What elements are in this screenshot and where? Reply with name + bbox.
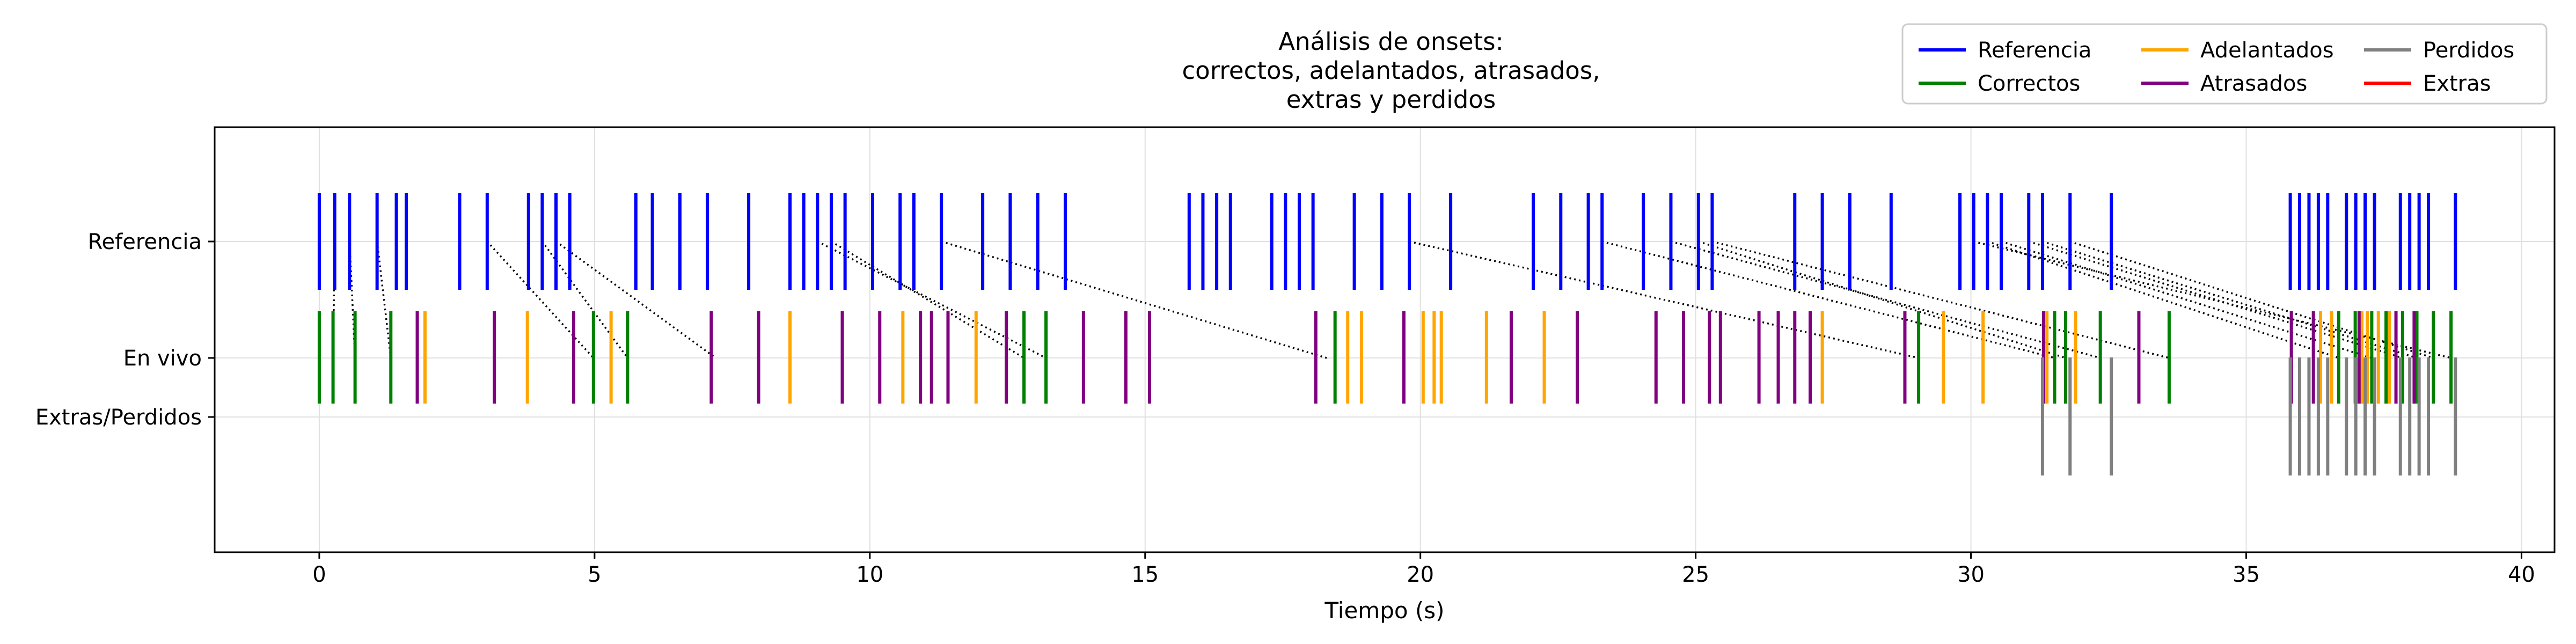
x-axis: 0 5 10 15 20 25 30 35 40: [312, 552, 2535, 587]
match-link: [2001, 240, 2372, 359]
match-link: [1711, 240, 2170, 359]
match-link: [941, 240, 1327, 359]
match-link: [1671, 240, 2101, 359]
plot-frame: [214, 126, 2556, 553]
x-axis-label: Tiempo (s): [1324, 597, 1444, 624]
y-axis: Referencia En vivo Extras/Perdidos: [35, 230, 215, 430]
match-link: [486, 240, 595, 359]
match-link: [2069, 240, 2434, 359]
x-tick-label: 0: [312, 562, 326, 587]
legend-label: Adelantados: [2200, 38, 2334, 63]
title-line: extras y perdidos: [1286, 85, 1496, 114]
x-tick-label: 40: [2508, 562, 2535, 587]
match-link: [1601, 240, 2055, 359]
match-link: [1698, 240, 2066, 359]
match-link: [376, 241, 392, 358]
title-line: Análisis de onsets:: [1278, 27, 1504, 56]
grid: [215, 127, 2555, 552]
match-link: [555, 240, 716, 359]
y-tick-label: En vivo: [123, 346, 202, 371]
match-link: [1409, 240, 1919, 359]
x-tick-label: 35: [2233, 562, 2260, 587]
x-tick-label: 15: [1131, 562, 1159, 587]
x-tick-label: 10: [856, 562, 883, 587]
match-link: [1987, 240, 2339, 359]
title-line: correctos, adelantados, atrasados,: [1182, 56, 1600, 85]
legend-label: Perdidos: [2423, 38, 2514, 63]
chart-title: Análisis de onsets: correctos, adelantad…: [1182, 27, 1600, 114]
onset-marks: [317, 193, 2457, 475]
y-tick-label: Referencia: [88, 230, 202, 254]
legend-label: Atrasados: [2200, 71, 2307, 96]
legend-label: Referencia: [1978, 38, 2091, 63]
y-tick-label: Extras/Perdidos: [35, 405, 202, 430]
x-tick-label: 5: [588, 562, 601, 587]
legend: Referencia Correctos Adelantados Atrasados P…: [1901, 23, 2548, 105]
match-link: [831, 240, 1024, 359]
x-tick-label: 20: [1407, 562, 1434, 587]
match-links: [332, 240, 2451, 359]
x-tick-label: 30: [1957, 562, 1985, 587]
x-tick-label: 25: [1682, 562, 1709, 587]
legend-label: Correctos: [1978, 71, 2080, 96]
legend-label: Extras: [2423, 71, 2491, 96]
